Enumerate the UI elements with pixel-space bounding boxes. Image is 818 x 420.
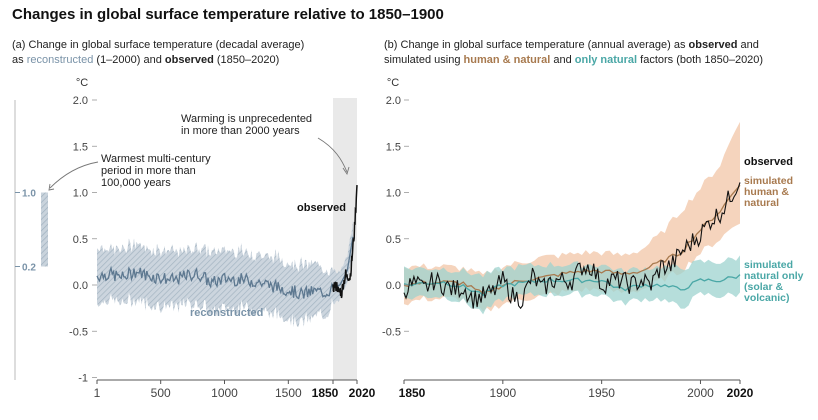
panel-b-xtick-label: 1850 — [399, 386, 426, 400]
side-bar-top-label: 1.0 — [22, 189, 36, 200]
warming-annotation-arrowhead — [342, 166, 350, 176]
panel-b-ytick-label: -0.5 — [382, 326, 401, 338]
panel-a-observed-line — [332, 185, 358, 299]
panel-a-ytick-label: 2.0 — [73, 95, 88, 107]
panel-b-label-suffix: and — [737, 39, 759, 51]
legend-human-natural: human & — [744, 186, 789, 198]
panel-a-label-obs: observed — [164, 54, 214, 66]
warmest-period-annotation: period in more than — [101, 165, 196, 177]
panel-b-label-obs: observed — [688, 39, 738, 51]
panel-a-xtick-label: 1000 — [211, 386, 238, 400]
reconstructed-line — [96, 236, 354, 300]
panel-a-ytick-label: 1.0 — [73, 188, 88, 200]
panel-b-ytick-label: 2.0 — [386, 95, 401, 107]
panel-b-ytick-label: 0.5 — [386, 234, 401, 246]
panel-a-reconstructed-label: reconstructed — [190, 307, 263, 319]
panel-b-label-prefix: (b) Change in global surface temperature… — [384, 39, 689, 51]
panel-b-ytick-label: 1.0 — [386, 188, 401, 200]
legend-observed: observed — [744, 156, 793, 168]
panel-a-xtick-label: 1500 — [275, 386, 302, 400]
panel-a-xtick-label: 1850 — [312, 386, 339, 400]
warmest-annotation-arrow — [49, 161, 99, 189]
warmest-period-annotation: 100,000 years — [101, 177, 171, 189]
panel-b-observed-line — [403, 182, 741, 310]
panel-b-label2-suffix: factors (both 1850–2020) — [637, 54, 764, 66]
panel-a-xtick-label: 1 — [94, 386, 101, 400]
panel-a-ytick-label: 1.5 — [73, 141, 88, 153]
warmest-annotation-arrowhead — [48, 183, 55, 191]
panel-a-label-prefix: (a) Change in global surface temperature… — [12, 39, 305, 51]
panel-a-xtick-label: 2020 — [349, 386, 376, 400]
legend-natural-only: simulated — [744, 259, 793, 271]
panel-a-observed-label: observed — [297, 202, 346, 214]
panel-b-ytick-label: 0.0 — [386, 280, 401, 292]
panel-b-label-natural: only natural — [574, 54, 638, 66]
legend-natural-only: natural only — [744, 270, 804, 282]
side-bar-bottom-label: 0.2 — [22, 263, 36, 274]
natural-only-line — [403, 274, 741, 297]
panel-a-ytick-label: 0.0 — [73, 280, 88, 292]
legend-natural-only: (solar & — [744, 281, 784, 293]
panel-a-label-recon: reconstructed — [26, 54, 94, 66]
warming-unprecedented-annotation: Warming is unprecedented — [181, 113, 312, 125]
panel-b-label: (b) Change in global surface temperature… — [384, 38, 804, 68]
panel-a-xtick-label: 500 — [151, 386, 171, 400]
legend-human-natural: simulated — [744, 175, 793, 187]
warmest-period-annotation: Warmest multi-century — [101, 153, 211, 165]
warming-unprecedented-annotation: in more than 2000 years — [181, 125, 300, 137]
panel-b-label-human: human & natural — [463, 54, 551, 66]
panel-a-label-recon-years: (1–2000) and — [93, 54, 165, 66]
panel-b-label2-prefix: simulated using — [384, 54, 464, 66]
panel-a-ytick-label: -1 — [78, 373, 88, 385]
panel-b-y-unit: °C — [387, 77, 399, 89]
legend-human-natural: natural — [744, 197, 779, 209]
panel-b-ytick-label: 1.5 — [386, 141, 401, 153]
panel-a-ytick-label: 0.5 — [73, 234, 88, 246]
figure-title: Changes in global surface temperature re… — [12, 6, 444, 23]
natural-only-band — [404, 255, 740, 315]
panel-b-xtick-label: 2000 — [687, 386, 714, 400]
panel-b-xtick-label: 1900 — [489, 386, 516, 400]
panel-a-label-as: as — [12, 54, 27, 66]
panel-b-label2-mid: and — [550, 54, 575, 66]
panel-a-label: (a) Change in global surface temperature… — [12, 38, 352, 68]
legend-natural-only: volcanic) — [744, 292, 790, 304]
human-natural-band — [404, 121, 740, 312]
panel-a-ytick-label: -0.5 — [69, 326, 88, 338]
panel-a-y-unit: °C — [76, 77, 88, 89]
panel-a-label-obs-years: (1850–2020) — [213, 54, 280, 66]
panel-b-xtick-label: 2020 — [727, 386, 754, 400]
panel-b-xtick-label: 1950 — [588, 386, 615, 400]
warmest-period-bar — [41, 192, 48, 267]
warming-annotation-arrow — [317, 137, 348, 173]
